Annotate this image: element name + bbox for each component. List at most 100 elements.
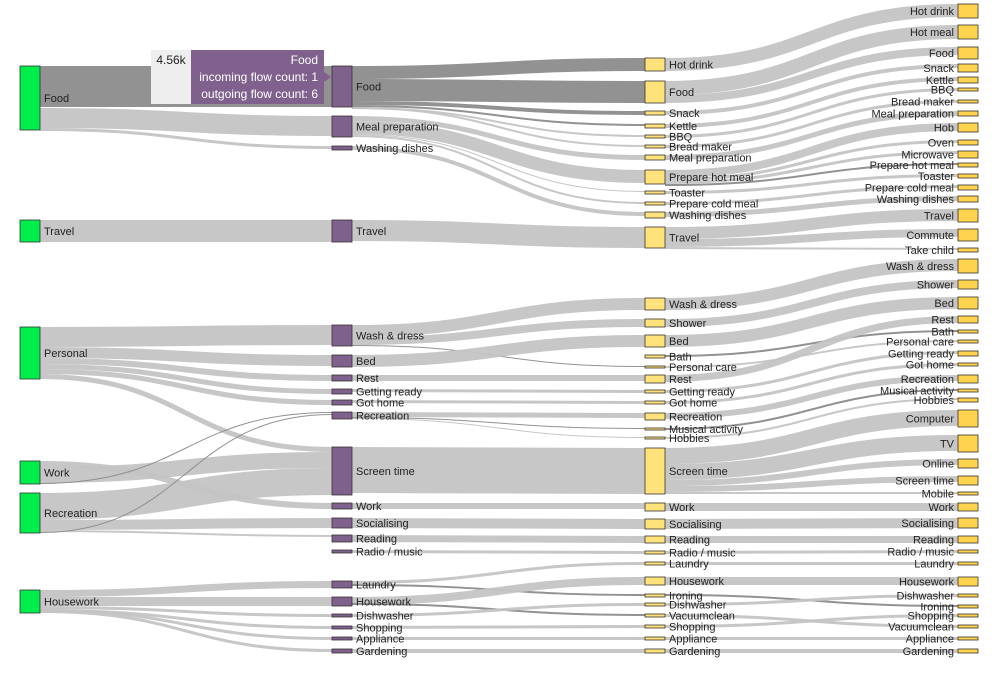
- link-l2-hot-drink-to-hot-drink[interactable]: [664, 4, 959, 71]
- link-l2-food-to-hot-meal[interactable]: [664, 25, 959, 95]
- node-l2-screen-time[interactable]: [644, 447, 666, 495]
- node-l3-musical-activity[interactable]: [957, 388, 979, 393]
- node-l3-personal-care[interactable]: [957, 339, 979, 344]
- node-l2-rest[interactable]: [644, 374, 666, 384]
- link-l2-toaster-to-toaster[interactable]: [664, 174, 959, 194]
- node-l3-work[interactable]: [957, 502, 979, 512]
- node-l2-travel[interactable]: [644, 226, 666, 249]
- link-l2-snack-to-snack[interactable]: [664, 64, 959, 115]
- node-l2-reading[interactable]: [644, 535, 666, 544]
- node-l2-dishwasher[interactable]: [644, 602, 666, 607]
- link-l2-prepare-hot-meal-to-microwave[interactable]: [664, 151, 959, 184]
- node-l1-appliance[interactable]: [331, 636, 353, 641]
- link-l2-travel-to-travel[interactable]: [664, 209, 959, 239]
- link-l2-got-home-to-got-home[interactable]: [664, 363, 959, 404]
- node-l2-getting-ready[interactable]: [644, 389, 666, 394]
- node-l3-oven[interactable]: [957, 139, 979, 146]
- node-l1-radio-music[interactable]: [331, 549, 353, 554]
- link-l2-meal-preparation-to-meal-preparation[interactable]: [664, 111, 959, 160]
- link-l1-wash-and-dress-to-wash-and-dress[interactable]: [351, 298, 646, 337]
- link-l2-bread-maker-to-bread-maker[interactable]: [664, 100, 959, 148]
- node-l0-food[interactable]: [19, 65, 41, 131]
- link-l2-prepare-cold-meal-to-prepare-cold-meal[interactable]: [664, 185, 959, 205]
- node-l2-work[interactable]: [644, 502, 666, 512]
- node-l2-personal-care[interactable]: [644, 365, 666, 369]
- link-l0-housework-to-gardening[interactable]: [39, 610, 333, 652]
- node-l2-hot-drink[interactable]: [644, 57, 666, 72]
- node-l2-food[interactable]: [644, 80, 666, 104]
- node-l2-shopping[interactable]: [644, 624, 666, 629]
- node-l1-bed[interactable]: [331, 354, 353, 368]
- node-l1-got-home[interactable]: [331, 399, 353, 406]
- link-l1-wash-and-dress-to-shower[interactable]: [351, 319, 646, 345]
- link-l1-dishwasher-to-dishwasher[interactable]: [351, 603, 646, 617]
- link-l2-getting-ready-to-getting-ready[interactable]: [664, 351, 959, 393]
- link-l0-housework-to-laundry[interactable]: [39, 581, 333, 597]
- node-l3-hot-meal[interactable]: [957, 24, 979, 40]
- node-l3-got-home[interactable]: [957, 362, 979, 367]
- link-l1-shopping-to-shopping[interactable]: [351, 625, 646, 629]
- node-l0-personal[interactable]: [19, 326, 41, 380]
- node-l1-food[interactable]: [331, 65, 353, 108]
- link-l0-food-to-washing-dishes[interactable]: [39, 128, 333, 149]
- node-l2-housework[interactable]: [644, 576, 666, 586]
- node-l2-bath[interactable]: [644, 354, 666, 359]
- node-l1-screen-time[interactable]: [331, 446, 353, 496]
- node-l2-vacuumclean[interactable]: [644, 613, 666, 618]
- node-l1-recreation[interactable]: [331, 411, 353, 420]
- node-l2-socialising[interactable]: [644, 518, 666, 530]
- link-l0-personal-to-bed[interactable]: [39, 347, 333, 366]
- link-l0-recreation-to-recreation[interactable]: [39, 414, 333, 533]
- node-l3-prepare-hot-meal[interactable]: [957, 162, 979, 168]
- node-l3-hobbies[interactable]: [957, 397, 979, 403]
- node-l2-recreation[interactable]: [644, 412, 666, 421]
- link-l2-radio-music-to-radio-music[interactable]: [664, 550, 959, 554]
- node-l2-kettle[interactable]: [644, 123, 666, 129]
- link-l2-travel-to-take-child[interactable]: [664, 247, 959, 250]
- node-l1-reading[interactable]: [331, 534, 353, 543]
- node-l1-work[interactable]: [331, 502, 353, 510]
- link-l0-personal-to-got-home[interactable]: [39, 369, 333, 405]
- node-l3-snack[interactable]: [957, 63, 979, 73]
- node-l1-washing-dishes[interactable]: [331, 145, 353, 151]
- link-l2-rest-to-rest[interactable]: [664, 316, 959, 382]
- link-l1-washing-dishes-to-washing-dishes[interactable]: [351, 146, 646, 216]
- link-l1-housework-to-housework[interactable]: [351, 577, 646, 605]
- link-l2-prepare-hot-meal-to-prepare-hot-meal[interactable]: [664, 163, 959, 186]
- node-l3-kettle[interactable]: [957, 76, 979, 84]
- link-l1-food-to-food[interactable]: [351, 79, 646, 103]
- node-l3-laundry[interactable]: [957, 561, 979, 566]
- link-l2-dishwasher-to-dishwasher[interactable]: [664, 594, 959, 606]
- link-l1-radio-music-to-radio-music[interactable]: [351, 550, 646, 554]
- node-l1-meal-preparation[interactable]: [331, 115, 353, 138]
- node-l2-bread-maker[interactable]: [644, 144, 666, 149]
- link-l2-screen-time-to-screen-time[interactable]: [664, 476, 959, 492]
- link-l1-travel-to-travel[interactable]: [351, 220, 646, 248]
- node-l3-appliance[interactable]: [957, 636, 979, 641]
- link-l1-food-to-hot-drink[interactable]: [351, 58, 646, 79]
- link-l0-personal-to-screen-time[interactable]: [39, 374, 333, 452]
- node-l3-vacuumclean[interactable]: [957, 624, 979, 629]
- node-l3-shopping[interactable]: [957, 613, 979, 618]
- link-l2-bbq-to-bbq[interactable]: [664, 88, 959, 138]
- node-l2-hobbies[interactable]: [644, 436, 666, 440]
- node-l0-work[interactable]: [19, 460, 41, 485]
- node-l3-radio-music[interactable]: [957, 549, 979, 554]
- link-l1-food-to-kettle[interactable]: [351, 105, 646, 126]
- link-l1-food-to-bread-maker[interactable]: [351, 107, 646, 147]
- node-l1-shopping[interactable]: [331, 625, 353, 630]
- node-l2-snack[interactable]: [644, 110, 666, 116]
- node-l3-hot-drink[interactable]: [957, 3, 979, 19]
- node-l3-housework[interactable]: [957, 576, 979, 587]
- node-l1-wash-and-dress[interactable]: [331, 324, 353, 347]
- node-l3-mobile[interactable]: [957, 491, 979, 496]
- node-l3-travel[interactable]: [957, 208, 979, 223]
- node-l3-screen-time[interactable]: [957, 475, 979, 486]
- link-l1-bed-to-bed[interactable]: [351, 335, 646, 367]
- node-l2-got-home[interactable]: [644, 400, 666, 405]
- node-l2-prepare-hot-meal[interactable]: [644, 169, 666, 185]
- link-l1-laundry-to-laundry[interactable]: [351, 562, 646, 584]
- link-l1-food-to-snack[interactable]: [351, 101, 646, 115]
- node-l2-meal-preparation[interactable]: [644, 154, 666, 161]
- node-l3-reading[interactable]: [957, 535, 979, 544]
